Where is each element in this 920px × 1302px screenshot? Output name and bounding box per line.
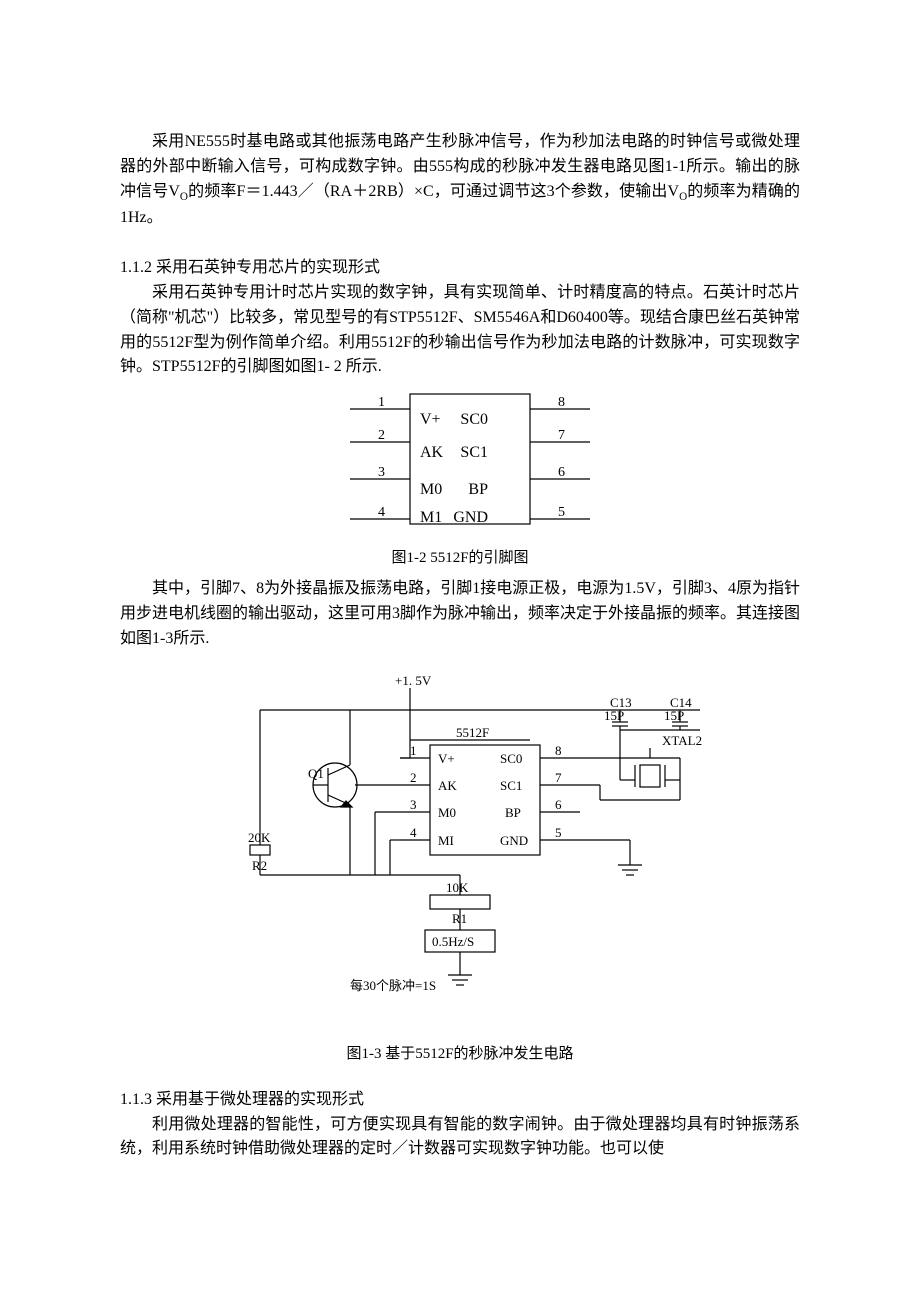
svg-text:MI: MI xyxy=(438,833,454,848)
svg-text:4: 4 xyxy=(378,505,385,520)
svg-text:BP: BP xyxy=(468,481,488,498)
svg-text:M1: M1 xyxy=(420,509,442,526)
svg-text:M0: M0 xyxy=(420,481,442,498)
svg-text:1: 1 xyxy=(378,395,385,410)
svg-text:GND: GND xyxy=(500,833,528,848)
svg-text:15P: 15P xyxy=(664,708,684,723)
paragraph-quartz-chip: 采用石英钟专用计时芯片实现的数字钟，具有实现简单、计时精度高的特点。石英计时芯片… xyxy=(120,281,800,380)
svg-text:7: 7 xyxy=(555,770,562,785)
svg-text:20K: 20K xyxy=(248,830,271,845)
svg-text:AK: AK xyxy=(438,778,457,793)
document-page: 采用NE555时基电路或其他振荡电路产生秒脉冲信号，作为秒加法电路的时钟信号或微… xyxy=(0,0,920,1302)
paragraph-pin-desc: 其中，引脚7、8为外接晶振及振荡电路，引脚1接电源正极，电源为1.5V，引脚3、… xyxy=(120,577,800,651)
heading-1-1-3: 1.1.3 采用基于微处理器的实现形式 xyxy=(120,1085,800,1109)
paragraph-ne555: 采用NE555时基电路或其他振荡电路产生秒脉冲信号，作为秒加法电路的时钟信号或微… xyxy=(120,130,800,231)
svg-text:XTAL2: XTAL2 xyxy=(662,733,702,748)
svg-text:15P: 15P xyxy=(604,708,624,723)
svg-text:8: 8 xyxy=(555,743,562,758)
svg-text:GND: GND xyxy=(453,509,488,526)
svg-text:SC1: SC1 xyxy=(500,778,522,793)
svg-text:SC0: SC0 xyxy=(500,751,522,766)
figure-1-3: +1. 5V 5512F xyxy=(120,670,800,1020)
figure-1-3-caption: 图1-3 基于5512F的秒脉冲发生电路 xyxy=(120,1042,800,1063)
svg-text:BP: BP xyxy=(505,805,521,820)
svg-text:SC1: SC1 xyxy=(460,444,488,461)
svg-text:5: 5 xyxy=(558,505,565,520)
svg-text:V+: V+ xyxy=(420,411,441,428)
pinout-diagram-svg: 1 2 3 4 V+ AK M0 M1 SC0 SC1 BP GND 8 7 6… xyxy=(310,384,610,534)
svg-text:Q1: Q1 xyxy=(308,766,324,781)
svg-text:每30个脉冲=1S: 每30个脉冲=1S xyxy=(350,978,436,993)
svg-text:7: 7 xyxy=(558,428,565,443)
svg-text:8: 8 xyxy=(558,395,565,410)
svg-text:0.5Hz/S: 0.5Hz/S xyxy=(432,934,474,949)
svg-text:M0: M0 xyxy=(438,805,456,820)
svg-text:2: 2 xyxy=(410,770,417,785)
svg-text:4: 4 xyxy=(410,825,417,840)
paragraph-mcu: 利用微处理器的智能性，可方便实现具有智能的数字闹钟。由于微处理器均具有时钟振荡系… xyxy=(120,1113,800,1163)
svg-text:2: 2 xyxy=(378,428,385,443)
svg-text:SC0: SC0 xyxy=(460,411,488,428)
svg-text:6: 6 xyxy=(558,465,565,480)
svg-text:1: 1 xyxy=(410,743,417,758)
heading-1-1-2: 1.1.2 采用石英钟专用芯片的实现形式 xyxy=(120,253,800,277)
circuit-diagram-svg: +1. 5V 5512F xyxy=(200,670,720,1020)
svg-text:5: 5 xyxy=(555,825,562,840)
svg-text:+1. 5V: +1. 5V xyxy=(395,673,432,688)
svg-text:5512F: 5512F xyxy=(456,725,489,740)
svg-text:10K: 10K xyxy=(446,880,469,895)
svg-text:V+: V+ xyxy=(438,751,455,766)
svg-text:AK: AK xyxy=(420,444,444,461)
svg-text:3: 3 xyxy=(378,465,385,480)
svg-text:R1: R1 xyxy=(452,911,467,926)
svg-text:R2: R2 xyxy=(252,858,267,873)
figure-1-2: 1 2 3 4 V+ AK M0 M1 SC0 SC1 BP GND 8 7 6… xyxy=(120,384,800,534)
figure-1-2-caption: 图1-2 5512F的引脚图 xyxy=(120,546,800,567)
svg-text:6: 6 xyxy=(555,797,562,812)
svg-text:3: 3 xyxy=(410,797,417,812)
